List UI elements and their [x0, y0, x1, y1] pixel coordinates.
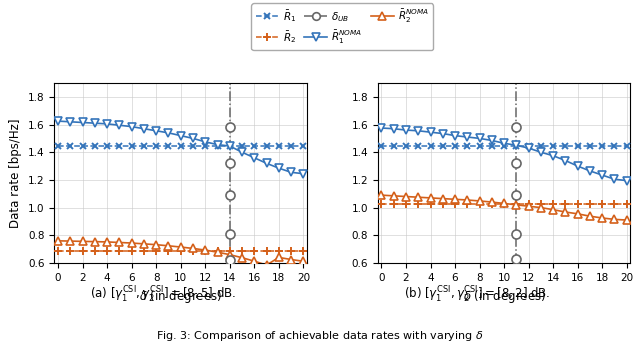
Text: Fig. 3: Comparison of achievable data rates with varying $\delta$: Fig. 3: Comparison of achievable data ra…	[156, 329, 484, 343]
Text: (b) $[\gamma_1^{\mathrm{CSI}}, \gamma_2^{\mathrm{CSI}}] = [8, 2]$ dB.: (b) $[\gamma_1^{\mathrm{CSI}}, \gamma_2^…	[404, 285, 550, 306]
X-axis label: $\delta$ (in degrees): $\delta$ (in degrees)	[463, 288, 546, 305]
Y-axis label: Data rate [bps/Hz]: Data rate [bps/Hz]	[10, 118, 22, 228]
Text: (a) $[\gamma_1^{\mathrm{CSI}}, \gamma_2^{\mathrm{CSI}}] = [8, 5]$ dB.: (a) $[\gamma_1^{\mathrm{CSI}}, \gamma_2^…	[90, 285, 236, 306]
Legend: $\bar{R}_1$, $\bar{R}_2$, $\delta_{UB}$, $\bar{R}_1^{NOMA}$, $\bar{R}_2^{NOMA}$: $\bar{R}_1$, $\bar{R}_2$, $\delta_{UB}$,…	[252, 3, 433, 50]
X-axis label: $\delta$ (in degrees): $\delta$ (in degrees)	[139, 288, 222, 305]
